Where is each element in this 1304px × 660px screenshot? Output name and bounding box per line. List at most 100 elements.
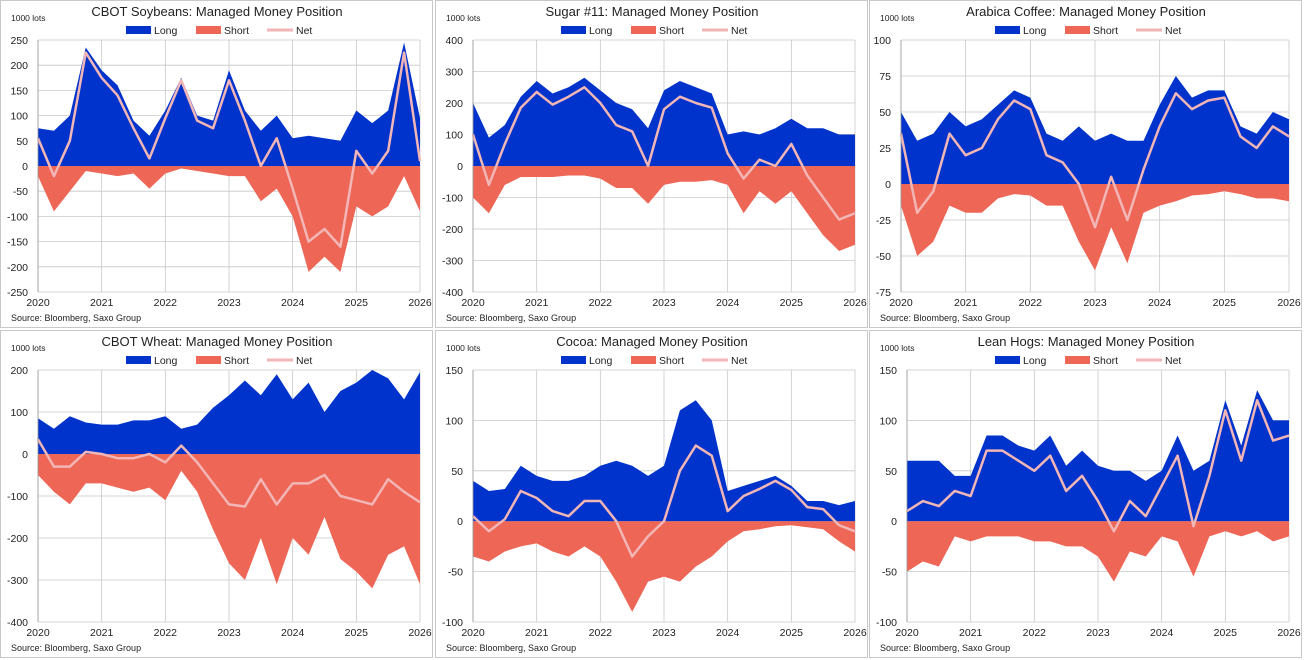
legend-swatch-short [631,26,656,34]
net-point [551,510,554,512]
net-point [244,505,246,508]
y-tick-label: 75 [879,71,891,83]
net-point [599,102,602,104]
net-point [535,91,538,93]
net-point [695,102,697,104]
legend-label-short: Short [659,355,684,367]
net-point [679,470,681,472]
y-tick-label: -75 [876,287,891,299]
net-point [1224,409,1227,412]
y-tick-label: 100 [10,407,28,419]
net-point [953,490,956,492]
net-point [1272,125,1274,128]
long-area [473,400,855,522]
y-tick-label: 0 [22,449,28,461]
net-point [1208,475,1211,477]
legend-swatch-long [126,26,151,34]
x-tick-label: 2024 [1150,627,1174,639]
x-tick-label: 2023 [217,297,241,309]
legend: Long Short Net [995,25,1181,37]
short-area [38,454,420,589]
x-tick-label: 2025 [345,627,369,639]
net-point [985,449,988,452]
net-point [244,119,246,122]
net-point [932,190,935,192]
net-point [519,490,522,492]
net-point [822,196,824,199]
short-area [38,166,420,272]
legend-swatch-short [631,356,656,364]
net-point [583,86,586,89]
legend: Long Short Net [126,355,312,367]
chart-svg: CBOT Wheat: Managed Money Position 1000 l… [7,334,432,653]
source-note: Source: Bloomberg, Saxo Group [446,313,576,323]
y-tick-label: -100 [7,491,28,503]
legend-label-long: Long [1023,25,1047,37]
x-tick-label: 2023 [652,627,676,639]
net-point [84,451,87,453]
net-point [504,143,506,145]
x-tick-label: 2026 [843,627,867,639]
net-point [339,245,342,248]
short-area [473,166,855,252]
chart-title: Sugar #11: Managed Money Position [546,4,759,19]
legend-label-long: Long [1023,355,1047,367]
legend-swatch-long [995,26,1020,34]
net-point [355,150,358,152]
legend-swatch-short [196,356,221,364]
y-tick-label: 50 [16,136,28,148]
net-point [726,152,729,155]
chart-svg: Lean Hogs: Managed Money Position 1000 lo… [876,334,1301,653]
x-tick-label: 2020 [26,297,50,309]
net-point [1239,135,1242,138]
net-point [774,480,777,482]
y-tick-label: -50 [13,186,28,198]
net-point [355,499,358,501]
net-point [69,140,71,142]
long-area [38,42,420,166]
chart-svg: Arabica Coffee: Managed Money Position 10… [873,4,1301,323]
y-tick-label: -100 [442,617,463,629]
net-point [180,79,183,82]
net-point [323,474,326,476]
net-point [969,495,972,497]
net-point [599,500,602,502]
net-point [53,465,55,468]
net-point [116,457,119,459]
unit-label: 1000 lots [446,343,481,353]
net-point [260,478,262,480]
net-point [148,157,151,160]
x-tick-label: 2021 [90,627,114,639]
chart-svg: CBOT Soybeans: Managed Money Position 100… [7,4,432,323]
chart-svg: Cocoa: Managed Money Position 1000 lots Lo… [442,334,867,653]
net-point [535,497,538,499]
net-point [419,501,421,504]
x-tick-label: 2026 [408,627,432,639]
y-tick-label: -200 [442,224,463,236]
long-area [473,77,855,166]
x-tick-label: 2022 [589,627,613,639]
chart-panel-arabica-coffee: Arabica Coffee: Managed Money Position 10… [869,0,1302,328]
net-point [822,508,824,510]
y-tick-label: -400 [7,617,28,629]
x-tick-label: 2022 [1019,297,1043,309]
chart-title: Lean Hogs: Managed Money Position [978,334,1195,349]
legend-label-short: Short [1093,25,1118,37]
net-point [806,174,809,177]
y-tick-label: 150 [10,85,28,97]
legend-label-short: Short [1093,355,1118,367]
x-tick-label: 2026 [843,297,867,309]
legend-swatch-short [1065,356,1090,364]
net-point [583,500,586,502]
net-point [1078,183,1080,185]
net-point [323,228,326,230]
net-point [164,117,167,119]
y-tick-label: -200 [7,533,28,545]
x-tick-label: 2026 [1277,297,1301,309]
net-point [916,212,918,214]
legend-label-net: Net [731,355,747,367]
x-tick-label: 2020 [895,627,919,639]
y-tick-label: 0 [885,179,891,191]
net-point [774,165,777,167]
y-tick-label: 50 [879,107,891,119]
